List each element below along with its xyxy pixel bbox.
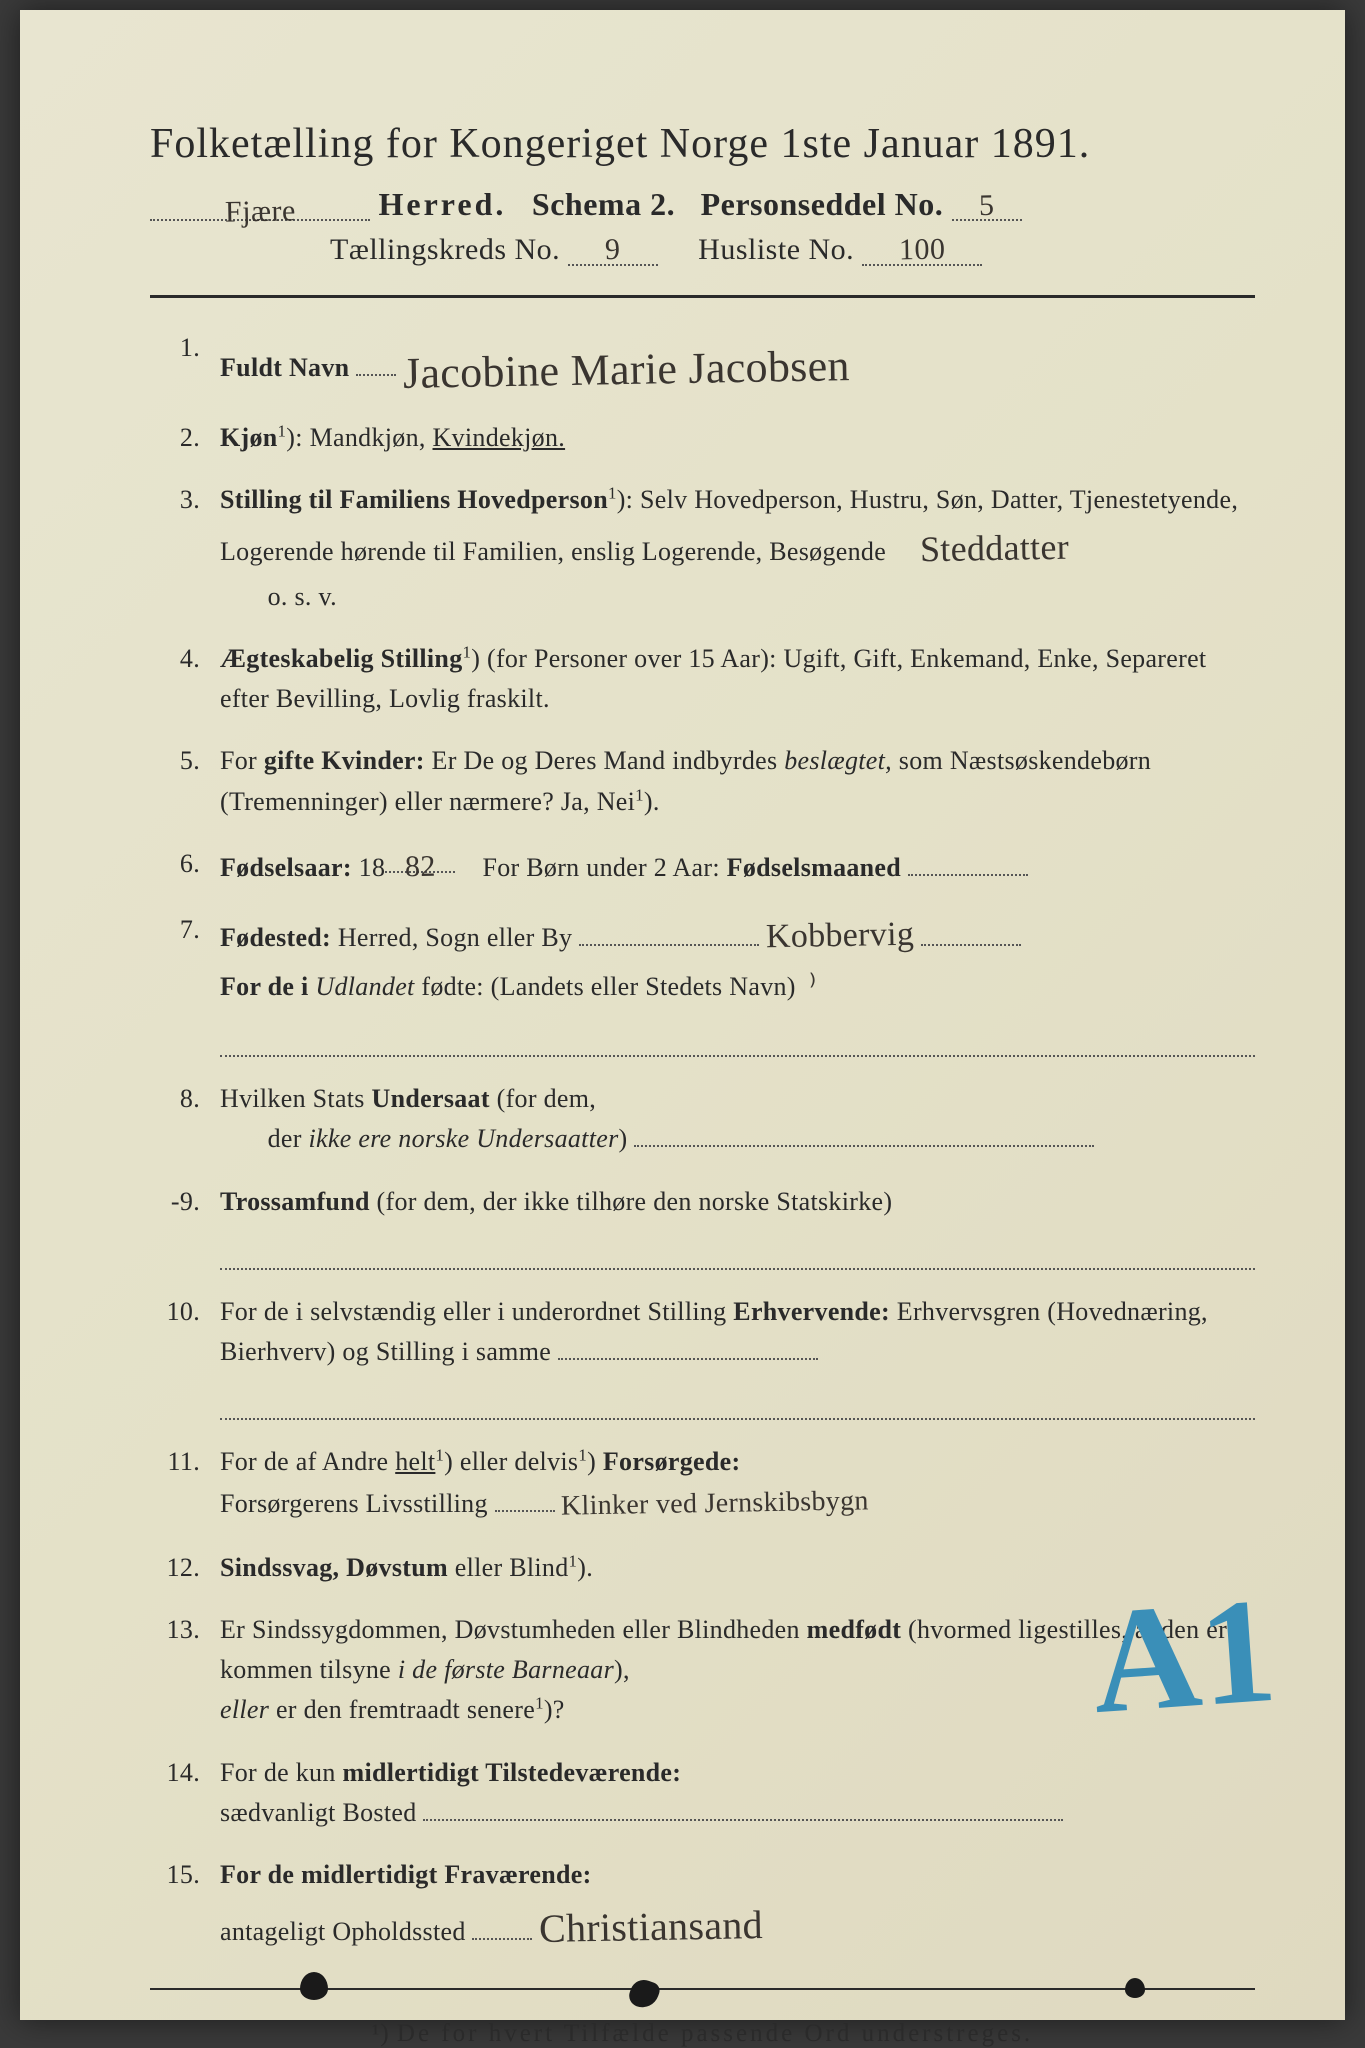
q15: For de midlertidigt Fraværende: antageli… (150, 1855, 1255, 1957)
ink-blot-1 (300, 1972, 328, 2000)
q1: Fuldt Navn Jacobine Marie Jacobsen (150, 328, 1255, 396)
q8-2a: der (268, 1124, 302, 1153)
q15-line2: antageligt Opholdssted (220, 1917, 466, 1946)
q7-2b: Udlandet (315, 972, 414, 1001)
q9-text: (for dem, der ikke tilhøre den norske St… (377, 1187, 893, 1216)
q12-text: eller Blind (455, 1553, 569, 1582)
q14-a: For de kun (220, 1758, 336, 1787)
q7-2a: For de i (220, 972, 309, 1001)
q8: Hvilken Stats Undersaat (for dem, der ik… (150, 1079, 1255, 1160)
footnote: ¹) De for hvert Tilfælde passende Ord un… (150, 2020, 1255, 2048)
header-line-2: Tællingskreds No. 9 Husliste No. 100 (330, 233, 1255, 267)
q6-year-prefix: 18 (359, 853, 386, 882)
q9: Trossamfund (for dem, der ikke tilhøre d… (150, 1182, 1255, 1222)
schema-label: Schema 2. (532, 186, 675, 222)
q14-line2: sædvanligt Bosted (220, 1798, 417, 1827)
question-list-4: For de af Andre helt1) eller delvis1) Fo… (150, 1442, 1255, 1958)
ink-blot-2 (626, 1976, 662, 2012)
q13-d: i de første Barneaar (398, 1655, 614, 1684)
q8-2b: ikke ere norske Undersaatter (309, 1124, 619, 1153)
kreds-value: 9 (605, 233, 621, 267)
q6-month-label: Fødselsmaaned (727, 853, 901, 882)
divider-top (150, 295, 1255, 298)
question-list: Fuldt Navn Jacobine Marie Jacobsen Kjøn1… (150, 328, 1255, 1010)
q2-opt-m: Mandkjøn, (310, 423, 426, 452)
husliste-label: Husliste No. (698, 233, 854, 266)
q5-b: gifte Kvinder: (264, 746, 425, 775)
q8-c: (for dem, (497, 1084, 596, 1113)
q6-label: Fødselsaar: (220, 853, 352, 882)
q3-etc: o. s. v. (268, 582, 337, 611)
q10: For de i selvstændig eller i underordnet… (150, 1292, 1255, 1373)
q3-value: Steddatter (920, 519, 1070, 577)
question-list-3: For de i selvstændig eller i underordnet… (150, 1292, 1255, 1373)
q6-born-label: For Børn under 2 Aar: (482, 853, 719, 882)
q5-a: For (220, 746, 257, 775)
q8-b: Undersaat (372, 1084, 490, 1113)
q7: Fødested: Herred, Sogn eller By Kobbervi… (150, 910, 1255, 1009)
q15-a: For de (220, 1860, 294, 1889)
q8-a: Hvilken Stats (220, 1084, 365, 1113)
question-list-2: Hvilken Stats Undersaat (for dem, der ik… (150, 1079, 1255, 1222)
q7-dotline (220, 1032, 1255, 1058)
personseddel-value: 5 (979, 189, 995, 223)
q13-f: er den fremtraadt senere (276, 1695, 535, 1724)
herred-value: Fjære (224, 194, 295, 229)
q11-a: For de af Andre (220, 1447, 388, 1476)
husliste-value: 100 (899, 233, 946, 268)
q10-dotline (220, 1394, 1255, 1420)
q13-b: medfødt (807, 1615, 902, 1644)
q2-label: Kjøn (220, 423, 278, 452)
q10-a: For de i selvstændig eller i underordnet… (220, 1297, 726, 1326)
q5-emph: beslægtet, (784, 746, 892, 775)
page-title: Folketælling for Kongeriget Norge 1ste J… (150, 120, 1255, 168)
q12-label: Sindssvag, Døvstum (220, 1553, 448, 1582)
q2-opt-k: Kvindekjøn. (433, 423, 566, 452)
q6-year: 82 (405, 844, 436, 891)
q10-b: Erhvervende: (733, 1297, 890, 1326)
q11-b: helt (395, 1447, 435, 1476)
q11-value: Klinker ved Jernskibsbygn (561, 1479, 869, 1528)
header-line-1: Fjære Herred. Schema 2. Personseddel No.… (150, 186, 1255, 223)
q6: Fødselsaar: 18 82 For Børn under 2 Aar: F… (150, 844, 1255, 888)
q7-label: Fødested: (220, 923, 331, 952)
personseddel-label: Personseddel No. (701, 186, 944, 222)
q7-sub: Herred, Sogn eller By (338, 923, 572, 952)
q11-line2: Forsørgerens Livsstilling (220, 1489, 488, 1518)
q15-b: midlertidigt Fraværende: (301, 1860, 592, 1889)
q1-label: Fuldt Navn (220, 353, 349, 382)
footnote-text: De for hvert Tilfælde passende Ord under… (397, 2020, 1033, 2047)
q7-2c: fødte: (Landets eller Stedets Navn) (421, 972, 795, 1001)
q9-dotline (220, 1244, 1255, 1270)
kreds-label: Tællingskreds No. (330, 233, 560, 266)
q14-b: midlertidigt Tilstedeværende: (342, 1758, 681, 1787)
q13-a: Er Sindssygdommen, Døvstumheden eller Bl… (220, 1615, 800, 1644)
q15-value: Christiansand (539, 1894, 764, 1960)
q2: Kjøn1): Mandkjøn, Kvindekjøn. (150, 418, 1255, 458)
q4-label: Ægteskabelig Stilling (220, 644, 463, 673)
q7-bracket: ⁾ (809, 963, 817, 1010)
q11-d: Forsørgede: (603, 1447, 741, 1476)
q4-note: (for Personer over 15 Aar): (487, 644, 777, 673)
ink-blot-3 (1125, 1978, 1145, 1998)
q3: Stilling til Familiens Hovedperson1): Se… (150, 480, 1255, 616)
q11: For de af Andre helt1) eller delvis1) Fo… (150, 1442, 1255, 1526)
q14: For de kun midlertidigt Tilstedeværende:… (150, 1753, 1255, 1834)
q1-value: Jacobine Marie Jacobsen (402, 332, 850, 408)
herred-label: Herred. (379, 186, 507, 222)
q7-value: Kobbervig (765, 909, 914, 964)
q9-label: Trossamfund (220, 1187, 370, 1216)
footnote-marker: ¹) (372, 2020, 390, 2047)
q3-label: Stilling til Familiens Hovedperson (220, 485, 608, 514)
q5: For gifte Kvinder: Er De og Deres Mand i… (150, 741, 1255, 822)
q5-text: Er De og Deres Mand indbyrdes (432, 746, 778, 775)
q4: Ægteskabelig Stilling1) (for Personer ov… (150, 639, 1255, 720)
q11-c: eller delvis (460, 1447, 578, 1476)
blue-annotation: A1 (1086, 1564, 1281, 1748)
q13-e: eller (220, 1695, 269, 1724)
census-form-page: Folketælling for Kongeriget Norge 1ste J… (20, 10, 1345, 2020)
